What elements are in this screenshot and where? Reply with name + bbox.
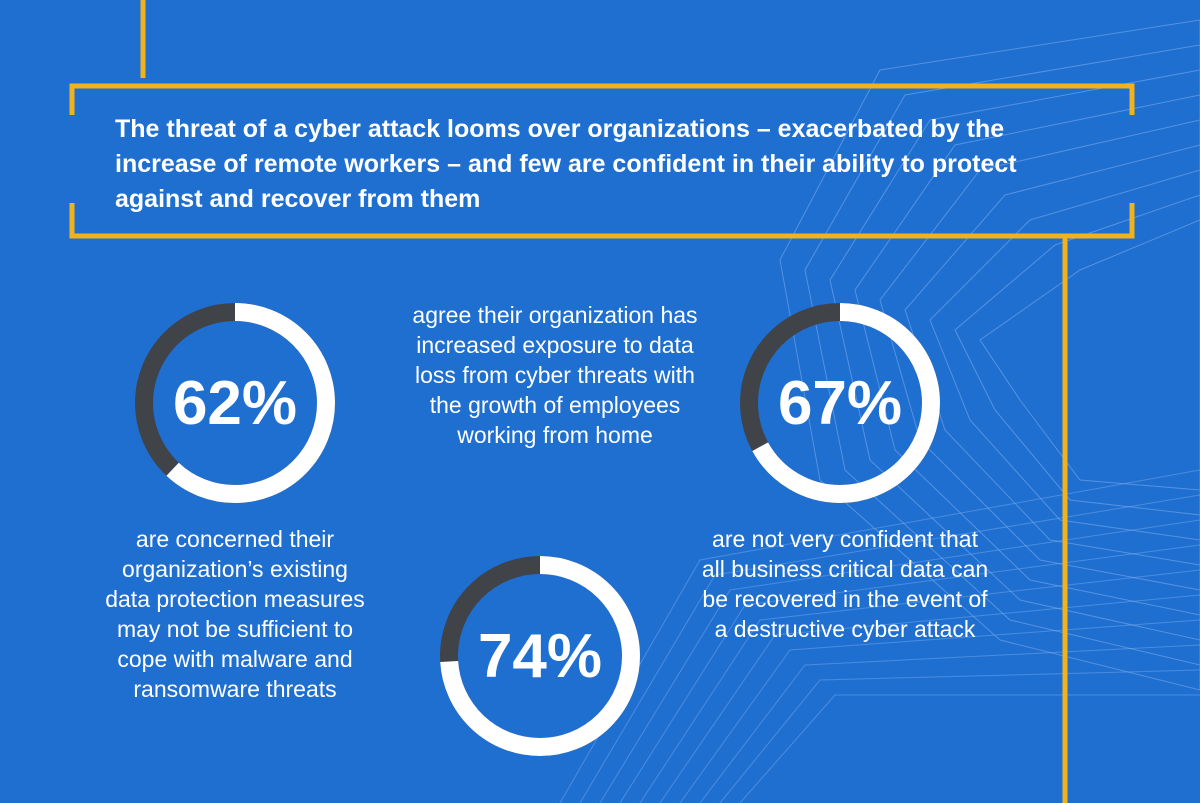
donut-67: 67% — [730, 293, 950, 513]
yellow-frame — [69, 0, 1135, 803]
ring-arc-67 — [740, 303, 940, 503]
headline: The threat of a cyber attack looms over … — [115, 115, 1017, 213]
stat-74-description: agree their organization has increased e… — [412, 302, 698, 448]
percent-67: 67% — [777, 368, 903, 438]
ring-arc-74 — [440, 556, 640, 756]
stat-62-description: are concerned their organization’s exist… — [105, 526, 365, 702]
donut-74: 74% — [430, 546, 650, 766]
percent-62: 62% — [172, 368, 298, 438]
ring-arc-62 — [135, 303, 335, 503]
stat-67-description: are not very confident that all business… — [701, 526, 989, 642]
donut-62: 62% — [125, 293, 345, 513]
percent-74: 74% — [477, 621, 603, 691]
